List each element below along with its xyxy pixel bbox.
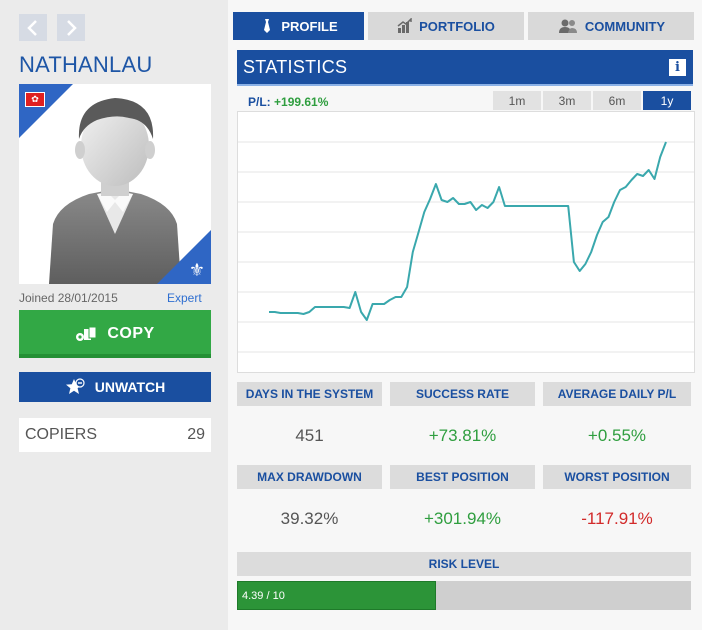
- chevron-left-icon: [27, 19, 37, 36]
- tab-community[interactable]: COMMUNITY: [528, 12, 694, 40]
- unwatch-button-label: UNWATCH: [94, 379, 166, 395]
- stat-value-worst: -117.91%: [581, 509, 653, 528]
- tab-profile-label: PROFILE: [281, 18, 338, 34]
- copy-icon: [76, 326, 97, 341]
- stat-label-avg-daily: AVERAGE DAILY P/L: [543, 382, 691, 406]
- copiers-count: 29: [187, 426, 205, 443]
- stat-label-drawdown: MAX DRAWDOWN: [237, 465, 382, 489]
- joined-date: Joined 28/01/2015: [19, 291, 118, 305]
- tab-community-label: COMMUNITY: [584, 18, 666, 34]
- risk-level-bar: 4.39 / 10: [237, 581, 691, 610]
- copy-button[interactable]: COPY: [19, 310, 211, 358]
- risk-level-header: RISK LEVEL: [237, 552, 691, 576]
- tie-icon: [264, 19, 271, 33]
- stat-label-success: SUCCESS RATE: [390, 382, 535, 406]
- watch-star-icon: [65, 378, 85, 394]
- stat-label-best: BEST POSITION: [390, 465, 535, 489]
- copiers-box: COPIERS 29: [19, 418, 211, 452]
- avatar: ✿ ⚜: [19, 84, 211, 284]
- tab-portfolio[interactable]: PORTFOLIO: [368, 12, 524, 40]
- previous-trader-button[interactable]: [19, 14, 47, 41]
- pl-series-line: [269, 141, 667, 321]
- portfolio-icon: [397, 18, 412, 33]
- next-trader-button[interactable]: [57, 14, 85, 41]
- statistics-header: STATISTICS i: [237, 50, 693, 86]
- copy-button-label: COPY: [107, 325, 155, 342]
- stat-value-success: +73.81%: [428, 426, 497, 445]
- profile-sidebar: NATHANLAU ✿ ⚜ Joined 28/01/2015: [0, 0, 228, 630]
- trader-level-link[interactable]: Expert: [167, 291, 202, 305]
- profile-tabs: PROFILE PORTFOLIO COMMUNITY: [233, 12, 702, 40]
- pl-chart: [237, 111, 695, 373]
- tab-portfolio-label: PORTFOLIO: [419, 18, 495, 34]
- stat-value-best: +301.94%: [423, 509, 502, 528]
- period-3m[interactable]: 3m: [543, 91, 591, 110]
- copiers-label: COPIERS: [25, 426, 98, 443]
- avatar-silhouette-icon: [49, 98, 181, 284]
- info-icon[interactable]: i: [669, 58, 686, 76]
- pl-label: P/L:: [248, 95, 271, 109]
- fleur-de-lis-icon: ⚜: [188, 260, 205, 280]
- profile-main: PROFILE PORTFOLIO COMMUNITY STATISTICS i…: [228, 0, 702, 630]
- badge-corner: [157, 230, 211, 284]
- risk-level-fill: [237, 581, 437, 610]
- stat-value-drawdown: 39.32%: [280, 509, 339, 528]
- stat-label-days: DAYS IN THE SYSTEM: [237, 382, 382, 406]
- pl-chart-svg: [238, 141, 694, 353]
- chevron-right-icon: [67, 19, 77, 36]
- unwatch-button[interactable]: UNWATCH: [19, 372, 211, 402]
- flag-icon: ✿: [25, 92, 45, 107]
- risk-level-value: 4.39 / 10: [242, 589, 285, 602]
- username: NATHANLAU: [19, 52, 153, 77]
- community-icon: [558, 19, 577, 33]
- period-selector: 1m 3m 6m 1y: [493, 91, 691, 110]
- period-1y[interactable]: 1y: [643, 91, 691, 110]
- pl-value: +199.61%: [274, 95, 329, 109]
- stat-value-avg-daily: +0.55%: [587, 426, 647, 445]
- period-6m[interactable]: 6m: [593, 91, 641, 110]
- pl-summary: P/L: +199.61%: [248, 95, 328, 109]
- statistics-title: STATISTICS: [243, 56, 348, 77]
- stat-value-days: 451: [295, 426, 324, 445]
- period-1m[interactable]: 1m: [493, 91, 541, 110]
- stat-label-worst: WORST POSITION: [543, 465, 691, 489]
- tab-profile[interactable]: PROFILE: [233, 12, 364, 40]
